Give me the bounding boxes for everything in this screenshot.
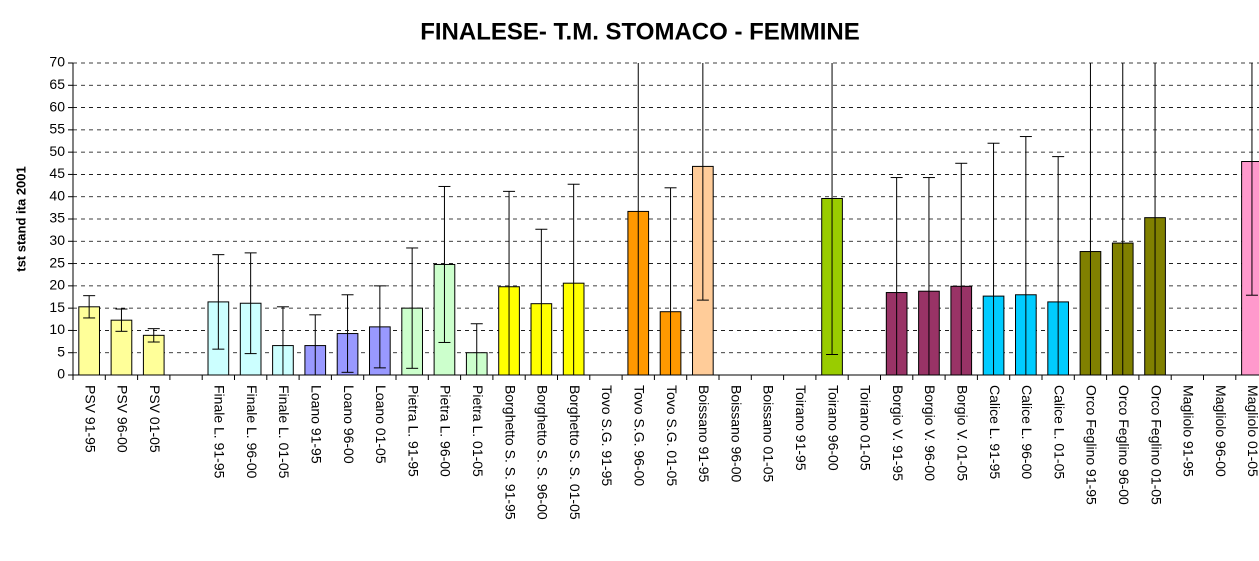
plot-area xyxy=(78,63,1259,375)
x-tick-label: Toirano 91-95 xyxy=(793,385,809,471)
y-tick-label: 70 xyxy=(49,54,65,70)
x-tick-label: Borgio V. 91-95 xyxy=(890,385,906,481)
x-tick-label: Borghetto S. S. 96-00 xyxy=(535,385,551,520)
y-axis-label: tst stand ita 2001 xyxy=(13,166,28,272)
x-tick-label: Orco Feglino 96-00 xyxy=(1116,385,1132,505)
y-tick-label: 50 xyxy=(49,143,65,159)
x-tick-label: Borgio V. 96-00 xyxy=(922,385,938,481)
x-tick-label: Calice L. 96-00 xyxy=(1019,385,1035,479)
y-tick-label: 20 xyxy=(49,277,65,293)
x-tick-label: PSV 91-95 xyxy=(82,385,98,453)
x-tick-label: Borghetto S. S. 91-95 xyxy=(502,385,518,520)
chart-title: FINALESE- T.M. STOMACO - FEMMINE xyxy=(420,18,860,45)
x-tick-label: Calice L. 91-95 xyxy=(987,385,1003,479)
y-tick-label: 0 xyxy=(57,366,65,382)
x-tick-label: Tovo S.G. 96-00 xyxy=(632,385,648,486)
x-tick-label: Magliolo 96-00 xyxy=(1213,385,1229,477)
x-tick-label: Boissano 96-00 xyxy=(728,385,744,483)
x-tick-label: Borgio V. 01-05 xyxy=(955,385,971,481)
x-tick-label: Pietra L. 01-05 xyxy=(470,385,486,477)
x-tick-label: Borghetto S. S. 01-05 xyxy=(567,385,583,520)
x-tick-label: Finale L. 01-05 xyxy=(276,385,292,479)
x-tick-label: Tovo S.G. 91-95 xyxy=(599,385,615,486)
x-tick-label: Magliolo 91-95 xyxy=(1181,385,1197,477)
y-tick-label: 15 xyxy=(49,299,65,315)
bar xyxy=(1241,161,1259,375)
x-tick-label: Boissano 91-95 xyxy=(696,385,712,483)
y-tick-label: 45 xyxy=(49,165,65,181)
x-tick-label: Calice L. 01-05 xyxy=(1051,385,1067,479)
x-tick-label: Pietra L. 91-95 xyxy=(405,385,421,477)
x-tick-label: Tovo S.G. 01-05 xyxy=(664,385,680,486)
x-tick-label: Magliolo 01-05 xyxy=(1245,385,1259,477)
x-tick-label: Boissano 01-05 xyxy=(761,385,777,483)
y-tick-label: 40 xyxy=(49,187,65,203)
x-tick-label: Loano 91-95 xyxy=(309,385,325,464)
x-tick-label: PSV 96-00 xyxy=(115,385,131,453)
y-tick-label: 30 xyxy=(49,232,65,248)
x-tick-label: Toirano 96-00 xyxy=(825,385,841,471)
x-tick-label: PSV 01-05 xyxy=(147,385,163,453)
x-tick-label: Orco Feglino 01-05 xyxy=(1148,385,1164,505)
y-tick-label: 65 xyxy=(49,76,65,92)
x-tick-label: Finale L. 96-00 xyxy=(244,385,260,479)
x-tick-label: Loano 01-05 xyxy=(373,385,389,464)
y-tick-label: 60 xyxy=(49,98,65,114)
y-tick-label: 35 xyxy=(49,210,65,226)
x-tick-label: Orco Feglino 91-95 xyxy=(1084,385,1100,505)
x-tick-label: Finale L. 91-95 xyxy=(212,385,228,479)
y-tick-label: 25 xyxy=(49,254,65,270)
x-tick-label: Toirano 01-05 xyxy=(858,385,874,471)
y-tick-label: 5 xyxy=(57,343,65,359)
y-tick-label: 55 xyxy=(49,121,65,137)
x-tick-label: Pietra L. 96-00 xyxy=(438,385,454,477)
x-tick-label: Loano 96-00 xyxy=(341,385,357,464)
y-tick-label: 10 xyxy=(49,321,65,337)
